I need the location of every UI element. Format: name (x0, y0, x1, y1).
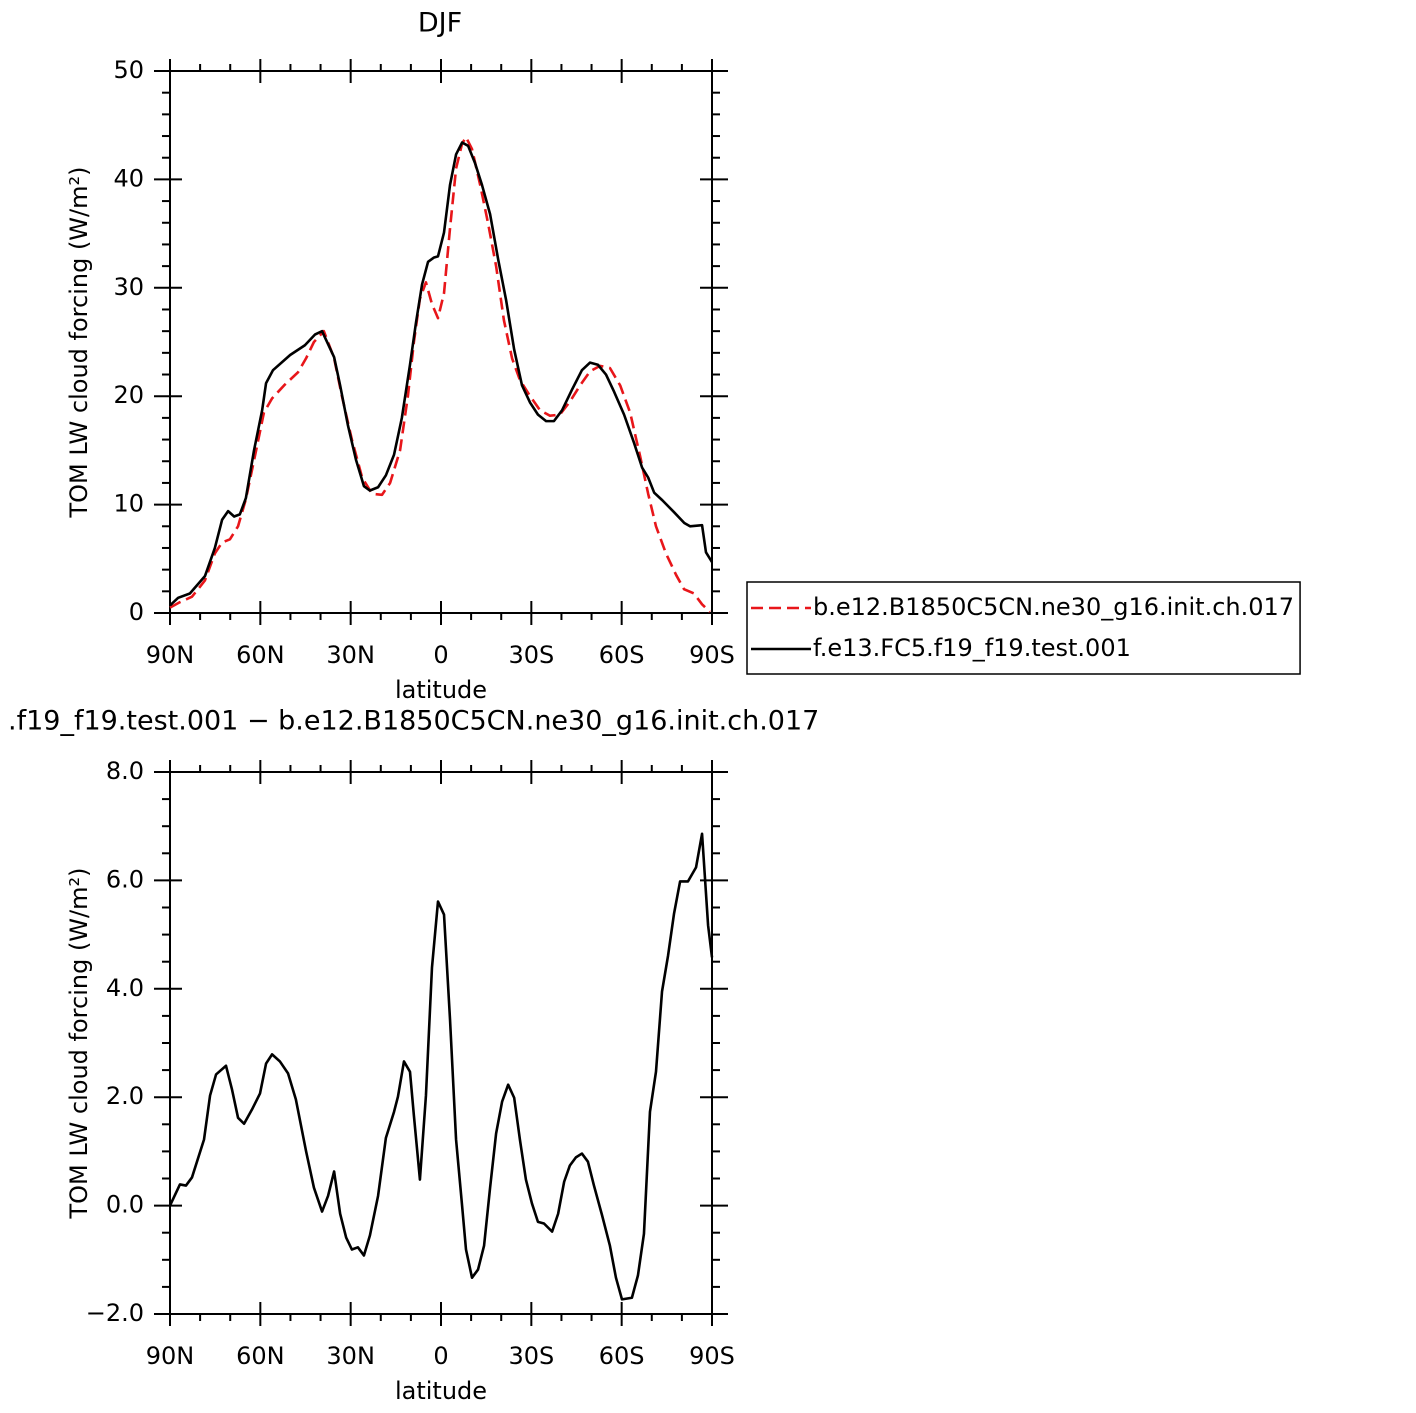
x-tick-label: 0 (433, 1342, 448, 1370)
chart-title: .f19_f19.test.001 − b.e12.B1850C5CN.ne30… (8, 706, 819, 737)
y-tick-label: 30 (113, 273, 144, 301)
x-tick-label: 90N (146, 641, 195, 669)
y-tick-label: 8.0 (106, 757, 144, 785)
x-tick-label: 60S (599, 1342, 645, 1370)
y-tick-label: 4.0 (106, 974, 144, 1002)
x-tick-label: 60N (236, 641, 285, 669)
y-tick-label: 10 (113, 490, 144, 518)
x-tick-label: 30N (326, 641, 375, 669)
x-axis-label: latitude (395, 1377, 487, 1405)
data-line (168, 832, 714, 1301)
x-tick-label: 90S (689, 641, 735, 669)
data-line (169, 141, 714, 607)
x-tick-label: 90N (146, 1342, 195, 1370)
y-tick-label: 0.0 (106, 1191, 144, 1219)
x-axis-label: latitude (395, 676, 487, 704)
y-tick-label: 50 (113, 56, 144, 84)
x-tick-label: 60N (236, 1342, 285, 1370)
y-axis-label: TOM LW cloud forcing (W/m²) (65, 868, 93, 1220)
x-tick-label: 0 (433, 641, 448, 669)
x-tick-label: 30S (508, 1342, 554, 1370)
y-axis-label: TOM LW cloud forcing (W/m²) (65, 167, 93, 519)
y-tick-label: 40 (113, 164, 144, 192)
x-tick-label: 30S (508, 641, 554, 669)
y-tick-label: −2.0 (86, 1299, 144, 1327)
legend-label: b.e12.B1850C5CN.ne30_g16.init.ch.017 (813, 593, 1294, 621)
legend-label: f.e13.FC5.f19_f19.test.001 (813, 634, 1131, 662)
plot-frame (169, 70, 713, 614)
x-tick-label: 30N (326, 1342, 375, 1370)
y-tick-label: 2.0 (106, 1082, 144, 1110)
y-tick-label: 20 (113, 381, 144, 409)
y-tick-label: 6.0 (106, 865, 144, 893)
x-tick-label: 60S (599, 641, 645, 669)
chart-title: DJF (418, 8, 462, 39)
plot-frame (169, 771, 713, 1315)
legend-box (746, 581, 1301, 675)
data-line (169, 135, 711, 613)
y-tick-label: 0 (129, 598, 144, 626)
x-tick-label: 90S (689, 1342, 735, 1370)
